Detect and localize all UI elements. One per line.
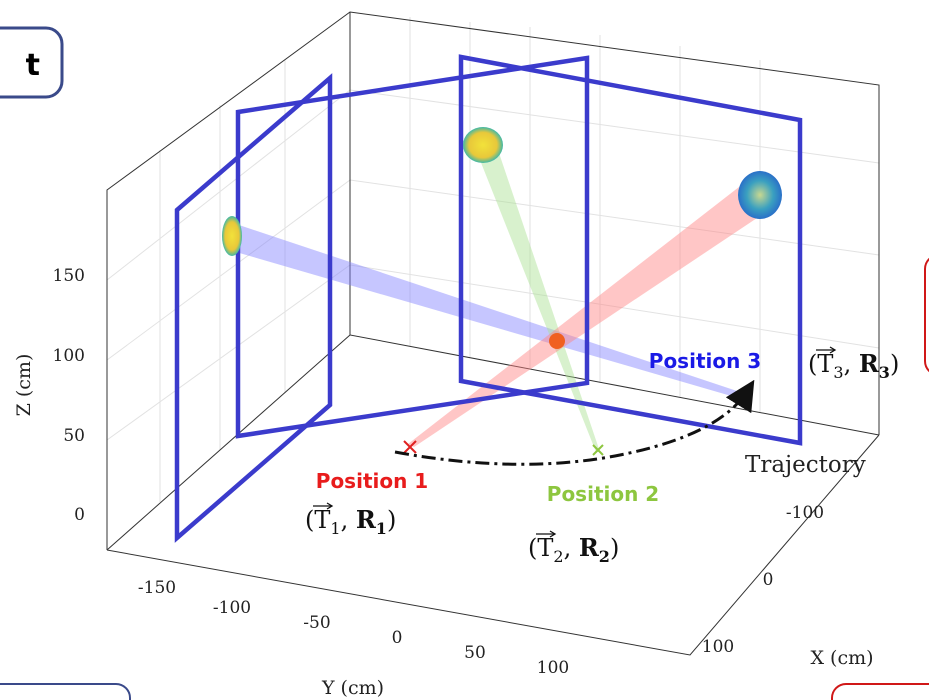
beams [230,140,772,452]
y-tick: 100 [537,658,569,678]
trajectory-label: Trajectory [745,452,866,478]
rotation-symbol: R [579,533,600,562]
y-tick: -100 [213,598,251,618]
cropped-text: t [26,48,40,83]
z-tick: 50 [63,426,85,446]
x-tick: -100 [786,503,824,523]
position-label: Position 2 [547,482,659,506]
figure: 150 100 50 0 Z (cm) -150 -100 -50 0 50 1… [0,0,929,700]
cropped-box [0,684,130,700]
cropped-box [832,684,929,700]
subscript: 3 [833,363,843,382]
vector-symbol: T [314,506,330,534]
z-axis-label: Z (cm) [13,354,35,417]
rotation-symbol: R [356,505,377,534]
y-tick: 50 [464,643,486,663]
z-tick: 0 [74,505,85,525]
z-tick: 100 [53,346,85,366]
rotation-symbol: R [859,349,880,378]
y-tick: -150 [138,578,176,598]
formula: (T1, R1) [305,505,396,538]
y-tick: -50 [303,613,330,633]
vector-symbol: T [817,350,833,378]
subscript: 3 [879,363,890,382]
x-tick: 0 [763,570,774,590]
axes-box [107,12,879,655]
formula: (T3, R3) [808,349,899,382]
formula: (T2, R2) [528,533,619,566]
y-axis-label: Y (cm) [321,677,384,699]
subscript: 2 [553,547,563,566]
position-label: Position 3 [649,349,761,373]
subscript: 1 [330,519,340,538]
position-label: Position 1 [316,469,428,493]
subscript: 1 [376,519,387,538]
cropped-box [925,255,929,375]
x-axis-label: X (cm) [810,647,873,669]
grid [107,17,879,502]
x-tick: 100 [702,637,734,657]
y-tick: 0 [392,628,403,648]
vector-symbol: T [537,534,553,562]
subscript: 2 [599,547,610,566]
z-tick: 150 [53,266,85,286]
